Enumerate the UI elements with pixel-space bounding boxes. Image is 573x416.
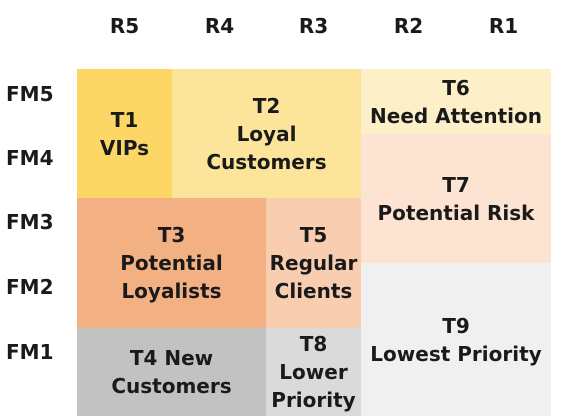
segment-t4-line: Customers (111, 374, 232, 398)
segment-t2-line: T2 (252, 93, 281, 118)
segment-t8-lower-priority: T8 Lower Priority (266, 328, 361, 416)
segment-t9-line: T9 (442, 313, 470, 338)
segment-t3-line: Potential (120, 251, 223, 275)
segment-t6-line: T6 (442, 75, 470, 100)
segment-t2-line: Customers (206, 149, 327, 174)
segment-t4-line: T4 New (129, 346, 214, 370)
column-header-r3: R3 (298, 14, 329, 38)
segment-t7-potential-risk: T7 Potential Risk (361, 134, 551, 263)
column-header-r5: R5 (109, 14, 140, 38)
segment-t8-line: Priority (271, 388, 356, 412)
row-header-fm3: FM3 (6, 210, 54, 234)
segment-t3-potential-loyalists: T3 Potential Loyalists (77, 198, 266, 328)
segment-t3-line: T3 (157, 223, 186, 247)
segment-t5-regular-clients: T5 Regular Clients (266, 198, 361, 328)
column-header-r4: R4 (204, 14, 235, 38)
segment-t8-line: T8 (299, 332, 328, 356)
segment-t2-loyal-customers: T2 Loyal Customers (172, 69, 361, 198)
row-header-fm1: FM1 (6, 340, 54, 364)
column-header-r1: R1 (488, 14, 519, 38)
segment-t7-line: Potential Risk (377, 200, 535, 225)
segment-t2-line: Loyal (236, 121, 297, 146)
segment-t1-vips: T1 VIPs (77, 69, 172, 198)
row-header-fm2: FM2 (6, 275, 54, 299)
segment-t6-need-attention: T6 Need Attention (361, 69, 551, 134)
segment-t9-lowest-priority: T9 Lowest Priority (361, 263, 551, 416)
segment-t6-line: Need Attention (370, 103, 542, 128)
segment-t5-line: Regular (269, 251, 358, 275)
segment-t1-line: T1 (110, 107, 139, 132)
row-header-fm5: FM5 (6, 82, 54, 106)
segment-t9-line: Lowest Priority (370, 341, 542, 366)
segment-t7-line: T7 (442, 172, 470, 197)
segment-t4-new-customers: T4 New Customers (77, 328, 266, 416)
segment-t1-line: VIPs (99, 135, 150, 160)
segment-t8-line: Lower (279, 360, 348, 384)
segment-t5-line: T5 (299, 223, 328, 247)
segment-t5-line: Clients (274, 279, 353, 303)
column-header-r2: R2 (393, 14, 424, 38)
row-header-fm4: FM4 (6, 146, 54, 170)
segment-t3-line: Loyalists (121, 279, 222, 303)
